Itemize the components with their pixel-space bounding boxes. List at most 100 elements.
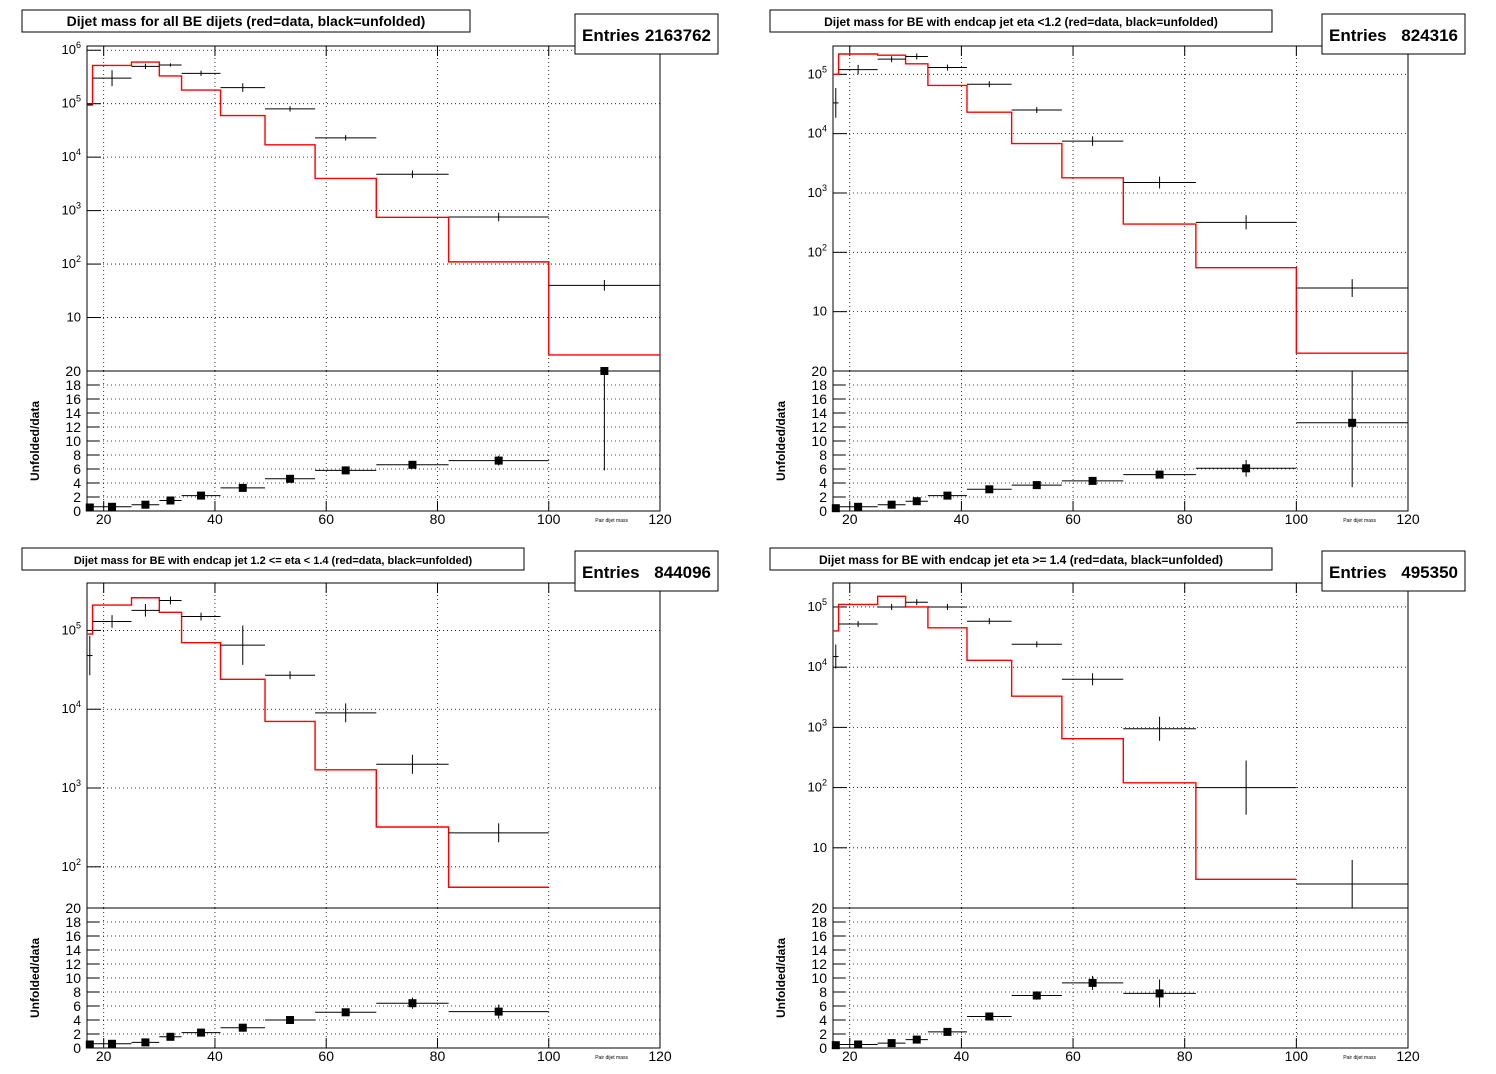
ratio-y-tick-label: 12 xyxy=(65,956,81,972)
unfolded-point xyxy=(905,53,928,60)
chart-title-box xyxy=(769,547,1273,571)
data-series-line xyxy=(833,595,1297,880)
ratio-point xyxy=(1123,470,1196,479)
unfolded-point xyxy=(92,70,132,87)
unfolded-point xyxy=(92,615,132,628)
stats-entries-label: Entries xyxy=(1329,563,1387,582)
ratio-plot-frame xyxy=(86,370,661,512)
ratio-plot-frame xyxy=(86,907,661,1049)
x-axis-label: Pair dijet mass xyxy=(1343,1055,1376,1061)
x-tick-label: 60 xyxy=(318,511,334,527)
unfolded-point xyxy=(220,625,266,665)
y-tick-label: 102 xyxy=(808,242,827,259)
x-tick-label: 40 xyxy=(207,1048,223,1064)
y-tick-label: 104 xyxy=(62,147,81,164)
chart-panel: 20 40 60 80 100 12010102103104105024681012141… xyxy=(769,547,1466,1064)
ratio-point xyxy=(85,1040,94,1049)
x-tick-label: 100 xyxy=(1285,1048,1309,1064)
unfolded-point xyxy=(181,612,221,621)
stats-entries-value: 844096 xyxy=(654,563,711,582)
unfolded-point xyxy=(877,603,906,610)
ratio-y-tick-label: 14 xyxy=(65,405,81,421)
unfolded-point xyxy=(315,703,377,723)
ratio-point xyxy=(159,496,182,505)
ratio-y-tick-label: 20 xyxy=(65,363,81,379)
stats-box xyxy=(574,13,719,55)
y-tick-label: 102 xyxy=(62,857,81,874)
ratio-y-tick-label: 0 xyxy=(73,503,81,519)
ratio-point xyxy=(131,1038,160,1047)
ratio-y-tick-label: 10 xyxy=(811,433,827,449)
ratio-y-tick-label: 20 xyxy=(811,900,827,916)
ratio-point xyxy=(448,1004,549,1019)
ratio-y-tick-label: 0 xyxy=(819,1040,827,1056)
ratio-y-tick-label: 18 xyxy=(811,914,827,930)
ratio-y-axis-title: Unfolded/data xyxy=(28,938,42,1018)
ratio-y-tick-label: 14 xyxy=(65,942,81,958)
ratio-point xyxy=(831,504,840,513)
chart-title-box xyxy=(21,9,471,33)
main-plot-frame xyxy=(832,582,1409,909)
ratio-point xyxy=(1195,459,1297,477)
y-tick-label: 103 xyxy=(808,183,827,200)
ratio-y-tick-label: 6 xyxy=(73,461,81,477)
ratio-y-tick-label: 12 xyxy=(811,419,827,435)
ratio-y-tick-label: 18 xyxy=(65,377,81,393)
main-plot-frame xyxy=(832,45,1409,372)
unfolded-point xyxy=(159,596,182,605)
y-tick-label: 106 xyxy=(62,40,81,57)
ratio-point xyxy=(448,455,549,466)
x-tick-label: 60 xyxy=(1065,1048,1081,1064)
ratio-point xyxy=(315,1008,377,1017)
ratio-y-tick-label: 2 xyxy=(819,1026,827,1042)
ratio-point xyxy=(181,491,221,500)
x-tick-label: 100 xyxy=(1285,511,1309,527)
unfolded-point xyxy=(159,63,182,67)
chart-title: Dijet mass for BE with endcap jet eta >=… xyxy=(819,553,1223,567)
ratio-point xyxy=(877,500,906,509)
ratio-plot-frame xyxy=(832,907,1409,1049)
chart-panel: 20 40 60 80 100 12010102103104105024681012141… xyxy=(769,9,1466,527)
ratio-y-tick-label: 0 xyxy=(73,1040,81,1056)
x-tick-label: 20 xyxy=(96,511,112,527)
x-tick-label: 80 xyxy=(1177,511,1193,527)
unfolded-point xyxy=(131,604,160,617)
unfolded-point xyxy=(833,644,839,669)
ratio-point xyxy=(927,1027,967,1036)
ratio-point xyxy=(265,1016,316,1024)
ratio-y-tick-label: 16 xyxy=(811,391,827,407)
data-series-line xyxy=(87,61,660,356)
y-tick-label: 10 xyxy=(67,310,81,325)
ratio-y-tick-label: 20 xyxy=(811,363,827,379)
unfolded-point xyxy=(131,63,160,69)
ratio-y-tick-label: 18 xyxy=(65,914,81,930)
unfolded-point xyxy=(1296,859,1408,908)
ratio-point xyxy=(838,502,878,511)
x-tick-label: 20 xyxy=(96,1048,112,1064)
unfolded-point xyxy=(1011,641,1062,648)
unfolded-point xyxy=(927,64,967,71)
ratio-y-tick-label: 4 xyxy=(73,1012,81,1028)
ratio-point xyxy=(265,474,316,483)
unfolded-point xyxy=(838,64,878,75)
stats-box xyxy=(574,550,719,592)
x-axis-label: Pair dijet mass xyxy=(595,1055,628,1061)
ratio-point xyxy=(838,1040,878,1049)
y-tick-label: 103 xyxy=(62,201,81,218)
stats-entries-label: Entries xyxy=(1329,26,1387,45)
stats-box xyxy=(1321,550,1466,592)
x-tick-label: 80 xyxy=(1177,1048,1193,1064)
y-tick-label: 103 xyxy=(808,717,827,734)
unfolded-point xyxy=(905,599,928,606)
unfolded-point xyxy=(265,106,316,112)
unfolded-point xyxy=(1123,176,1196,189)
ratio-y-axis-title: Unfolded/data xyxy=(774,938,788,1018)
x-axis-label: Pair dijet mass xyxy=(1343,518,1376,524)
ratio-point xyxy=(92,502,132,511)
chart-panel: 20 40 60 80 100 12010102103104105106024681012… xyxy=(21,9,719,527)
stats-entries-value: 495350 xyxy=(1401,563,1458,582)
unfolded-point xyxy=(1061,136,1124,146)
main-plot-frame xyxy=(86,45,661,372)
unfolded-point xyxy=(1011,107,1062,114)
